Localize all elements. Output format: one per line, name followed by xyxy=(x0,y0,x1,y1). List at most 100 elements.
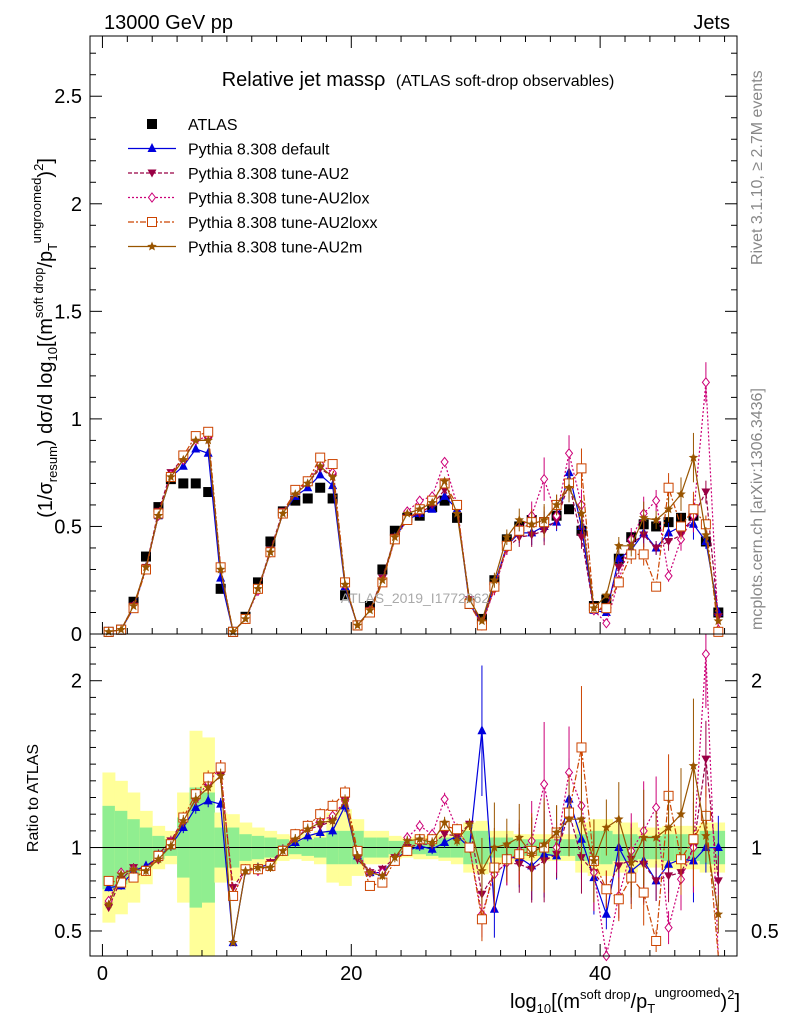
ratio-data-point xyxy=(439,817,450,827)
ratio-data-point xyxy=(328,825,338,835)
ratio-data-point xyxy=(526,849,537,859)
main-data-point xyxy=(178,460,188,470)
ratio-data-point xyxy=(440,793,449,805)
ratio-data-point xyxy=(614,814,624,824)
main-data-point xyxy=(203,435,213,445)
ratio-data-point xyxy=(364,880,375,891)
main-data-point xyxy=(602,617,611,629)
main-data-point xyxy=(576,508,587,518)
main-data-point xyxy=(663,482,674,493)
main-data-point xyxy=(178,454,189,464)
main-data-point xyxy=(514,515,524,524)
main-data-point xyxy=(389,525,400,536)
main-data-point xyxy=(440,490,450,500)
main-data-point xyxy=(377,575,388,585)
main-data-point xyxy=(676,489,686,499)
ratio-data-point xyxy=(166,840,176,850)
legend-label: Pythia 8.308 tune-AU2 xyxy=(188,166,349,183)
main-data-point xyxy=(502,532,512,542)
ratio-data-point xyxy=(228,884,238,893)
main-y-tick-label: 1.5 xyxy=(54,301,82,323)
legend-marker xyxy=(147,143,157,152)
main-data-point xyxy=(265,547,276,557)
main-data-point xyxy=(365,605,375,615)
main-data-point xyxy=(303,478,313,488)
main-data-point xyxy=(651,495,661,506)
main-y-ticks: 0 0.5 1 1.5 2 2.5 xyxy=(54,52,737,646)
ratio-data-point xyxy=(278,845,288,855)
ratio-y-axis-label: Ratio to ATLAS xyxy=(25,744,42,852)
ratio-data-point xyxy=(203,772,214,783)
chart-title-group: Relative jet massρ (ATLAS soft-drop obse… xyxy=(222,69,615,91)
ratio-data-point xyxy=(564,814,574,824)
ratio-y-ticks: 0.5 0.5 1 1 2 2 xyxy=(54,646,779,943)
main-data-point xyxy=(377,564,388,575)
legend-label: Pythia 8.308 tune-AU2loxx xyxy=(188,215,377,232)
main-data-point xyxy=(540,473,549,485)
ratio-data-point xyxy=(340,795,350,805)
legend-marker xyxy=(147,169,157,178)
main-data-point xyxy=(564,482,574,492)
ratio-data-point xyxy=(476,914,487,925)
ratio-data-point xyxy=(253,862,263,872)
ratio-data-point xyxy=(688,834,699,845)
main-data-point xyxy=(140,551,151,562)
legend-item: Pythia 8.308 tune-AU2m xyxy=(128,240,362,257)
chart-title: Relative jet massρ xyxy=(222,69,386,91)
main-data-point xyxy=(663,504,674,514)
main-data-point xyxy=(315,482,326,493)
ratio-data-point xyxy=(191,794,201,804)
ratio-data-point xyxy=(265,862,276,872)
main-data-point xyxy=(141,562,151,572)
main-data-point xyxy=(340,590,351,601)
ratio-data-point xyxy=(477,725,487,735)
ratio-data-point xyxy=(576,742,587,753)
ratio-y-tick-label-right: 1 xyxy=(751,838,762,860)
ratio-data-point xyxy=(664,922,673,933)
ratio-data-point xyxy=(104,882,114,892)
ratio-data-point xyxy=(663,822,674,832)
main-data-point xyxy=(452,508,462,518)
main-data-point xyxy=(614,553,624,563)
ratio-series-line xyxy=(108,759,719,908)
ratio-data-point xyxy=(440,837,450,847)
main-data-point xyxy=(639,531,649,540)
main-data-point xyxy=(638,549,649,560)
ratio-data-point xyxy=(701,648,711,660)
ratio-data-point xyxy=(103,875,114,886)
main-data-point xyxy=(676,521,687,532)
ratio-series-line xyxy=(108,747,719,957)
main-data-point xyxy=(278,508,288,518)
main-data-point xyxy=(701,377,711,388)
rivet-version-label: Rivet 3.1.10, ≥ 2.7M events xyxy=(749,70,766,265)
ratio-data-point xyxy=(440,830,450,839)
ratio-data-point xyxy=(614,862,624,871)
main-data-point xyxy=(564,447,574,459)
ratio-data-point xyxy=(464,842,475,853)
main-data-point xyxy=(688,452,699,462)
main-data-point xyxy=(166,472,176,481)
main-data-point xyxy=(688,504,699,515)
ratio-data-point xyxy=(651,877,661,886)
ratio-data-point xyxy=(688,760,699,770)
ratio-data-point xyxy=(415,820,424,832)
main-data-point xyxy=(440,456,449,468)
ratio-data-point xyxy=(178,815,189,825)
legend-item: ATLAS xyxy=(147,117,238,134)
main-data-point xyxy=(178,478,189,489)
main-data-point xyxy=(576,533,586,542)
main-data-point xyxy=(203,426,214,437)
ratio-data-point xyxy=(402,835,412,845)
ratio-data-point xyxy=(128,872,139,883)
header-left-text: 13000 GeV pp xyxy=(104,12,233,34)
main-data-point xyxy=(315,461,325,471)
main-data-point xyxy=(327,459,338,470)
main-data-point xyxy=(614,540,624,550)
ratio-data-point xyxy=(514,832,524,842)
ratio-data-point xyxy=(415,834,425,844)
ratio-data-point xyxy=(240,865,251,875)
main-data-point xyxy=(240,613,251,623)
ratio-data-point xyxy=(203,782,213,792)
main-data-point xyxy=(190,478,201,489)
